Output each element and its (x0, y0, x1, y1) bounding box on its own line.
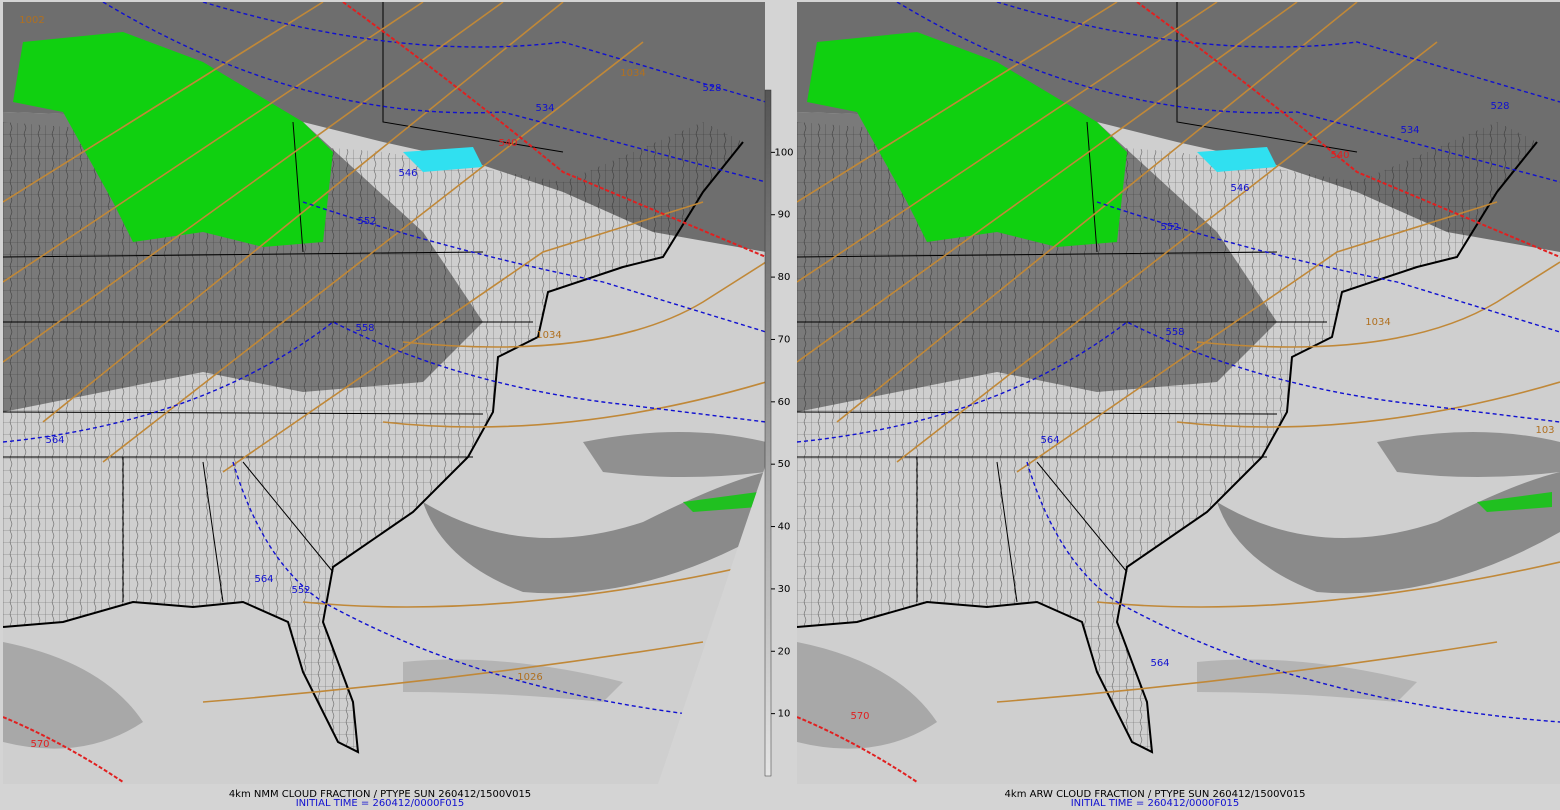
colorbar-tick-label: 70 (778, 334, 791, 345)
contour-label: 552 (1160, 222, 1179, 233)
contour-label: 552 (357, 216, 376, 227)
colorbar (764, 89, 772, 777)
contour-label: 1034 (536, 330, 561, 341)
contour-label: 570 (850, 711, 869, 722)
contour-label: 558 (1165, 327, 1184, 338)
contour-label: 540 (1330, 150, 1349, 161)
contour-label: 1026 (517, 672, 542, 683)
contour-label: 558 (355, 323, 374, 334)
contour-label: 1034 (620, 68, 645, 79)
contour-label: 564 (45, 435, 64, 446)
contour-label: 570 (30, 739, 49, 750)
contour-label: 103 (1535, 425, 1554, 436)
contour-label: 534 (535, 103, 554, 114)
colorbar-tick-label: 80 (778, 272, 791, 283)
contour-label: 546 (1230, 183, 1249, 194)
contour-label: 1002 (19, 15, 44, 26)
map-panel (797, 2, 1560, 784)
colorbar-tick-label: 40 (778, 522, 791, 533)
contour-label: 528 (702, 83, 721, 94)
caption: 4km ARW CLOUD FRACTION / PTYPE SUN 26041… (1005, 789, 1306, 800)
contour-label: 546 (398, 168, 417, 179)
contour-label: 552 (291, 585, 310, 596)
initial-time: INITIAL TIME = 260412/0000F015 (1071, 798, 1240, 809)
initial-time: INITIAL TIME = 260412/0000F015 (296, 798, 465, 809)
contour-label: 534 (1400, 125, 1419, 136)
colorbar-tick-label: 50 (778, 459, 791, 470)
colorbar-tick-label: 10 (778, 709, 791, 720)
contour-label: 564 (1150, 658, 1169, 669)
contour-label: 1034 (1365, 317, 1390, 328)
colorbar-tick-label: 90 (778, 210, 791, 221)
colorbar-tick-label: 20 (778, 646, 791, 657)
contour-label: 564 (254, 574, 273, 585)
colorbar-tick-label: 100 (774, 147, 793, 158)
contour-label: 564 (1040, 435, 1059, 446)
colorbar-tick-label: 60 (778, 397, 791, 408)
contour-label: 540 (498, 138, 517, 149)
colorbar-tick-label: 30 (778, 584, 791, 595)
contour-label: 528 (1490, 101, 1509, 112)
map-panel (3, 2, 765, 784)
caption: 4km NMM CLOUD FRACTION / PTYPE SUN 26041… (229, 789, 531, 800)
